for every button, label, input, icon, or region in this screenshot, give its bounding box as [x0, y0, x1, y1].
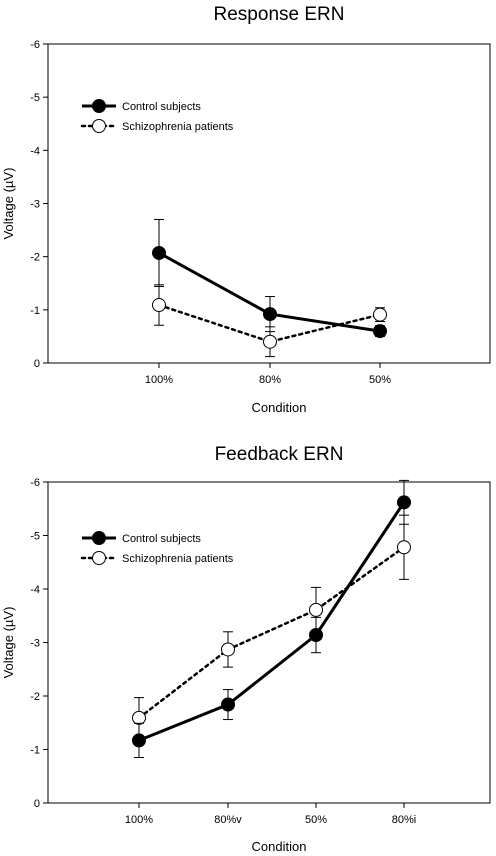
y-tick-label: -2 — [30, 691, 40, 703]
data-point — [221, 697, 235, 712]
y-tick-label: 0 — [34, 358, 40, 370]
series-line — [157, 303, 382, 344]
legend: Control subjects Schizophrenia patients — [80, 531, 234, 565]
data-point — [152, 245, 166, 260]
data-point — [263, 334, 277, 349]
x-tick-label: 50% — [305, 814, 327, 826]
y-tick-label: -4 — [30, 145, 40, 157]
y-axis-label: Voltage (µV) — [1, 168, 16, 240]
legend-label: Schizophrenia patients — [122, 121, 234, 133]
data-point — [221, 642, 235, 657]
x-tick-label: 100% — [125, 814, 153, 826]
data-point — [263, 307, 277, 322]
x-tick-label: 80%i — [392, 814, 416, 826]
x-tick-label: 80%v — [214, 814, 242, 826]
y-tick-label: 0 — [34, 798, 40, 810]
series-patients — [132, 514, 411, 739]
x-axis-label: Condition — [252, 839, 307, 854]
y-axis-label: Voltage (µV) — [1, 607, 16, 679]
x-tick-label: 80% — [259, 374, 281, 386]
y-tick-label: -4 — [30, 584, 40, 596]
data-point — [397, 495, 411, 510]
y-tick-label: -1 — [30, 745, 40, 757]
chart-title: Response ERN — [214, 4, 345, 25]
data-point — [397, 540, 411, 555]
data-point — [309, 628, 323, 643]
x-axis-label: Condition — [252, 400, 307, 415]
chart-1: Response ERN 0 -1 -2 -3 -4 -5 -6 100% 80% 50% Condi… — [1, 4, 491, 415]
plot-frame — [47, 481, 491, 804]
y-tick-label: -5 — [30, 531, 40, 543]
data-point — [152, 298, 166, 313]
data-point — [309, 602, 323, 617]
legend-marker — [92, 99, 106, 113]
series-control — [132, 479, 411, 759]
series-line — [137, 546, 406, 720]
legend-label: Control subjects — [122, 533, 201, 545]
y-tick-label: -5 — [30, 92, 40, 104]
y-tick-label: -6 — [30, 39, 40, 51]
y-tick-label: -1 — [30, 305, 40, 317]
legend-marker — [92, 119, 106, 133]
data-point — [132, 733, 146, 748]
legend-label: Schizophrenia patients — [122, 553, 234, 565]
legend-label: Control subjects — [122, 101, 201, 113]
legend-marker — [92, 531, 106, 545]
x-tick-label: 50% — [369, 374, 391, 386]
y-tick-label: -2 — [30, 252, 40, 264]
data-point — [373, 324, 387, 339]
y-tick-label: -3 — [30, 199, 40, 211]
y-tick-label: -3 — [30, 638, 40, 650]
legend-marker — [92, 551, 106, 565]
chart-title: Feedback ERN — [215, 444, 344, 465]
legend: Control subjects Schizophrenia patients — [80, 99, 234, 133]
data-point — [373, 307, 387, 322]
y-tick-label: -6 — [30, 477, 40, 489]
series-patients — [152, 284, 387, 358]
chart-2: Feedback ERN 0 -1 -2 -3 -4 -5 -6 100% 80%v 50% 80%i… — [1, 444, 491, 854]
data-point — [132, 710, 146, 725]
x-tick-label: 100% — [145, 374, 173, 386]
series-control — [152, 218, 387, 339]
series-line — [138, 501, 406, 742]
